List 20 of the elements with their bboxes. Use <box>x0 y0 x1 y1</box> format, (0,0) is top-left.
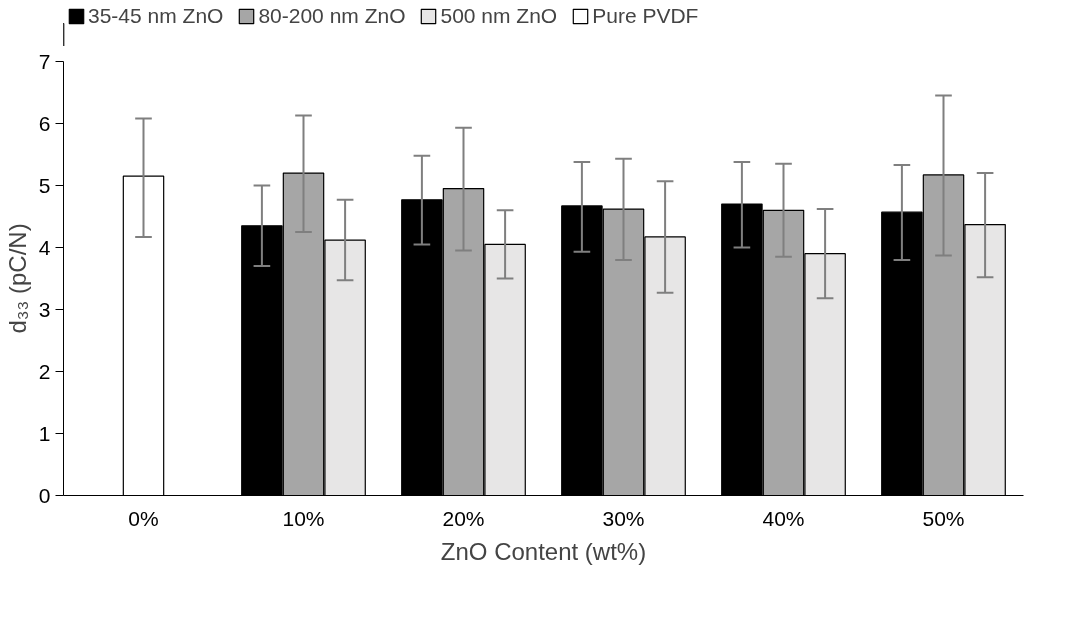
legend-label: 35-45 nm ZnO <box>88 4 224 28</box>
x-tick-label: 50% <box>922 506 965 530</box>
legend-label: Pure PVDF <box>592 4 699 28</box>
y-tick-label: 1 <box>38 421 51 445</box>
y-tick-label: 4 <box>38 235 51 259</box>
x-axis-title: ZnO Content (wt%) <box>440 537 647 565</box>
y-tick-label: 7 <box>38 49 51 73</box>
y-tick-label: 5 <box>38 173 51 197</box>
y-tick-label: 2 <box>38 359 51 383</box>
x-tick-label: 30% <box>602 506 645 530</box>
x-tick-label: 40% <box>762 506 805 530</box>
legend-label: 500 nm ZnO <box>440 4 558 28</box>
y-axis-title: d₃₃ (pC/N) <box>3 223 31 334</box>
x-tick-label: 20% <box>442 506 485 530</box>
x-tick-label: 0% <box>128 506 159 530</box>
y-tick-label: 0 <box>38 483 51 507</box>
y-tick-label: 6 <box>38 111 51 135</box>
legend-label: 80-200 nm ZnO <box>258 4 406 28</box>
x-tick-label: 10% <box>282 506 325 530</box>
y-tick-label: 3 <box>38 297 51 321</box>
